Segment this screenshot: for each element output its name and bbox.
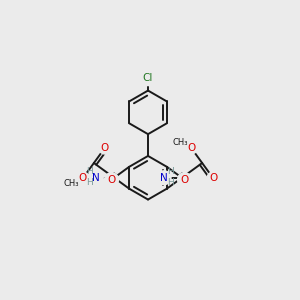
Text: H: H: [86, 178, 93, 187]
Text: H: H: [168, 167, 174, 176]
Text: O: O: [187, 143, 195, 153]
Circle shape: [140, 70, 156, 86]
Text: O: O: [79, 173, 87, 183]
Circle shape: [170, 132, 190, 152]
Circle shape: [185, 142, 197, 154]
Text: O: O: [209, 173, 217, 183]
Text: N: N: [160, 173, 168, 183]
Text: Cl: Cl: [143, 73, 153, 83]
Text: O: O: [100, 143, 109, 153]
Text: H: H: [168, 178, 174, 187]
Circle shape: [89, 171, 103, 185]
Circle shape: [99, 142, 111, 154]
Text: H: H: [86, 167, 93, 176]
Circle shape: [207, 172, 219, 184]
Text: O: O: [180, 175, 189, 185]
Text: O: O: [107, 175, 116, 185]
Circle shape: [157, 171, 171, 185]
Circle shape: [77, 172, 89, 184]
Circle shape: [61, 174, 81, 194]
Circle shape: [178, 173, 191, 187]
Text: CH₃: CH₃: [64, 179, 79, 188]
Text: N: N: [92, 173, 100, 183]
Circle shape: [105, 173, 118, 187]
Text: CH₃: CH₃: [172, 138, 188, 147]
